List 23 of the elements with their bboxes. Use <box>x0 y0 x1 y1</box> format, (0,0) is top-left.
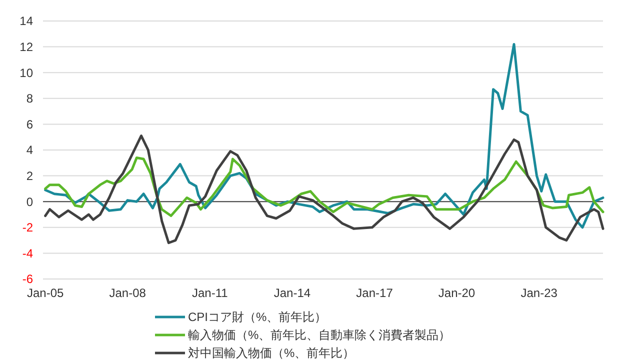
y-tick-label: 4 <box>26 143 34 158</box>
x-tick-label: Jan-23 <box>520 286 558 300</box>
x-tick-label: Jan-14 <box>274 286 311 300</box>
y-tick-label: 6 <box>26 117 34 132</box>
x-tick-label: Jan-20 <box>438 286 476 300</box>
y-tick-label: -2 <box>22 220 34 235</box>
x-tick-label: Jan-11 <box>192 286 228 300</box>
x-tick-label: Jan-08 <box>109 286 146 300</box>
y-tick-label: 10 <box>20 66 34 80</box>
legend-label: 対中国輸入物価（%、前年比） <box>188 346 355 360</box>
y-tick-label: 14 <box>20 14 34 28</box>
y-tick-label: 12 <box>20 40 34 54</box>
x-tick-label: Jan-05 <box>26 286 64 300</box>
x-tick-label: Jan-17 <box>356 286 394 300</box>
legend-label: 輸入物価（%、前年比、自動車除く消費者製品） <box>188 328 451 342</box>
y-tick-label: -6 <box>22 272 34 286</box>
legend-label: CPIコア財（%、前年比） <box>188 310 327 324</box>
y-tick-label: 2 <box>26 169 34 183</box>
y-tick-label: 0 <box>26 194 34 209</box>
y-tick-label: 8 <box>26 92 34 106</box>
y-tick-label: -4 <box>22 246 34 260</box>
line-series <box>44 134 604 244</box>
line-series <box>44 156 604 218</box>
